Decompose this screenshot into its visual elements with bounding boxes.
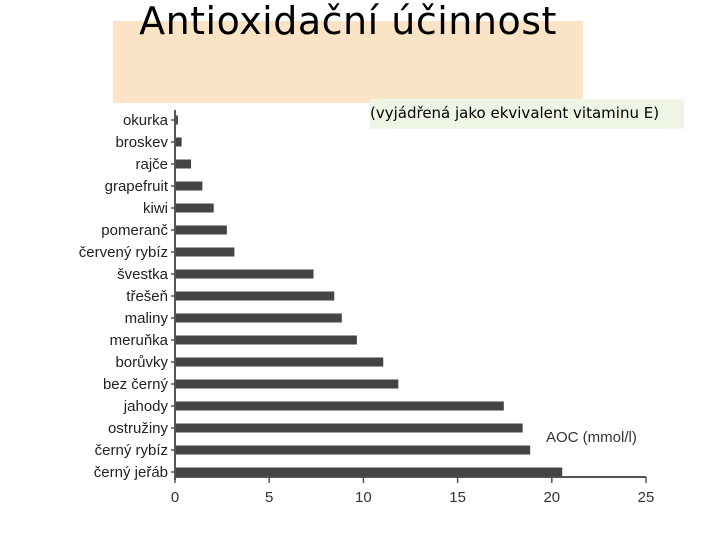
bar-6 (176, 247, 235, 257)
unit-label: AOC (mmol/l) (546, 429, 637, 446)
x-tick-label-5: 25 (638, 489, 655, 506)
category-label-5: pomeranč (101, 222, 168, 239)
category-label-9: maliny (125, 310, 169, 327)
bar-0 (176, 115, 178, 125)
bar-13 (176, 401, 504, 411)
category-label-3: grapefruit (105, 178, 169, 195)
category-label-15: černý rybíz (95, 442, 168, 459)
category-label-10: meruňka (110, 332, 169, 349)
chart-subtitle: (vyjádřená jako ekvivalent vitaminu E) (370, 104, 660, 122)
bar-8 (176, 291, 335, 301)
category-label-13: jahody (123, 398, 169, 415)
category-label-14: ostružiny (108, 420, 169, 437)
bar-11 (176, 357, 384, 367)
category-label-4: kiwi (143, 200, 168, 217)
category-label-11: borůvky (115, 354, 168, 371)
x-tick-label-2: 10 (355, 489, 372, 506)
category-label-12: bez černý (103, 376, 169, 393)
x-tick-label-1: 5 (265, 489, 273, 506)
x-tick-label-4: 20 (543, 489, 560, 506)
bar-5 (176, 225, 227, 235)
title-background (113, 21, 583, 103)
bar-7 (176, 269, 314, 279)
bar-14 (176, 423, 523, 433)
chart-title: Antioxidační účinnost (139, 0, 557, 43)
bar-1 (176, 137, 182, 147)
category-label-2: rajče (135, 156, 168, 173)
bar-12 (176, 379, 399, 389)
bar-3 (176, 181, 203, 191)
x-tick-label-3: 15 (449, 489, 466, 506)
category-label-0: okurka (123, 112, 169, 129)
x-tick-label-0: 0 (171, 489, 179, 506)
category-label-6: červený rybíz (79, 244, 168, 261)
category-label-8: třešeň (126, 288, 168, 305)
bar-2 (176, 159, 192, 169)
bar-16 (176, 467, 563, 477)
subtitle-background (370, 99, 684, 129)
bar-10 (176, 335, 357, 345)
bar-4 (176, 203, 214, 213)
category-label-7: švestka (117, 266, 169, 283)
category-label-1: broskev (115, 134, 168, 151)
category-label-16: černý jeřáb (94, 464, 168, 481)
bar-15 (176, 445, 531, 455)
bar-9 (176, 313, 342, 323)
